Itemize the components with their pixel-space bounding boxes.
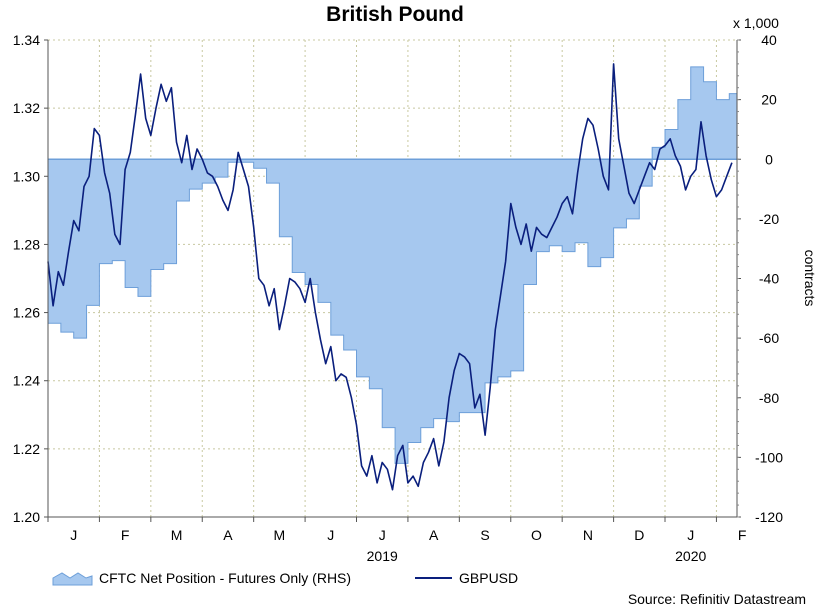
x-month-label: A [223,527,233,543]
right-tick-label: -80 [759,390,779,406]
left-tick-label: 1.34 [13,32,40,48]
x-month-label: J [687,527,694,543]
x-month-label: J [379,527,386,543]
x-month-label: J [70,527,77,543]
x-month-label: O [531,527,542,543]
right-tick-label: -40 [759,271,779,287]
right-tick-label: -60 [759,330,779,346]
chart-title: British Pound [326,3,464,26]
left-tick-label: 1.22 [13,441,40,457]
left-tick-label: 1.26 [13,305,40,321]
right-tick-label: 0 [765,151,773,167]
left-tick-label: 1.24 [13,373,40,389]
left-tick-label: 1.20 [13,509,40,525]
cftc-net-position-area [47,66,738,464]
x-month-label: N [583,527,593,543]
right-axis-multiplier: x 1,000 [733,15,779,31]
x-month-label: F [738,527,747,543]
x-month-label: S [480,527,489,543]
x-month-label: J [327,527,334,543]
right-axis-label: contracts [802,250,815,307]
right-tick-label: 40 [761,32,777,48]
legend-area-swatch [52,572,93,586]
right-axis-ticks: -120 -100 -80 -60 -40 -20 0 20 40 [737,32,783,525]
x-month-label: F [121,527,130,543]
right-tick-label: -100 [755,449,783,465]
gbpusd-line [47,63,733,491]
right-tick-label: -120 [755,509,783,525]
legend-area-label: CFTC Net Position - Futures Only (RHS) [99,570,351,586]
legend-line-label: GBPUSD [459,570,518,586]
x-month-label: M [274,527,286,543]
x-year-label: 2019 [367,548,398,564]
left-tick-label: 1.28 [13,236,40,252]
x-year-label: 2020 [675,548,706,564]
left-axis-ticks: 1.20 1.22 1.24 1.26 1.28 1.30 1.32 1.34 [13,32,48,525]
x-month-label: A [429,527,439,543]
right-tick-label: -20 [759,211,779,227]
left-tick-label: 1.32 [13,100,40,116]
source-note: Source: Refinitiv Datastream [628,591,806,607]
legend: CFTC Net Position - Futures Only (RHS) G… [52,570,518,586]
x-month-label: M [171,527,183,543]
x-month-label: D [634,527,644,543]
x-year-labels: 2019 2020 [367,548,707,564]
left-tick-label: 1.30 [13,168,40,184]
right-tick-label: 20 [761,92,777,108]
